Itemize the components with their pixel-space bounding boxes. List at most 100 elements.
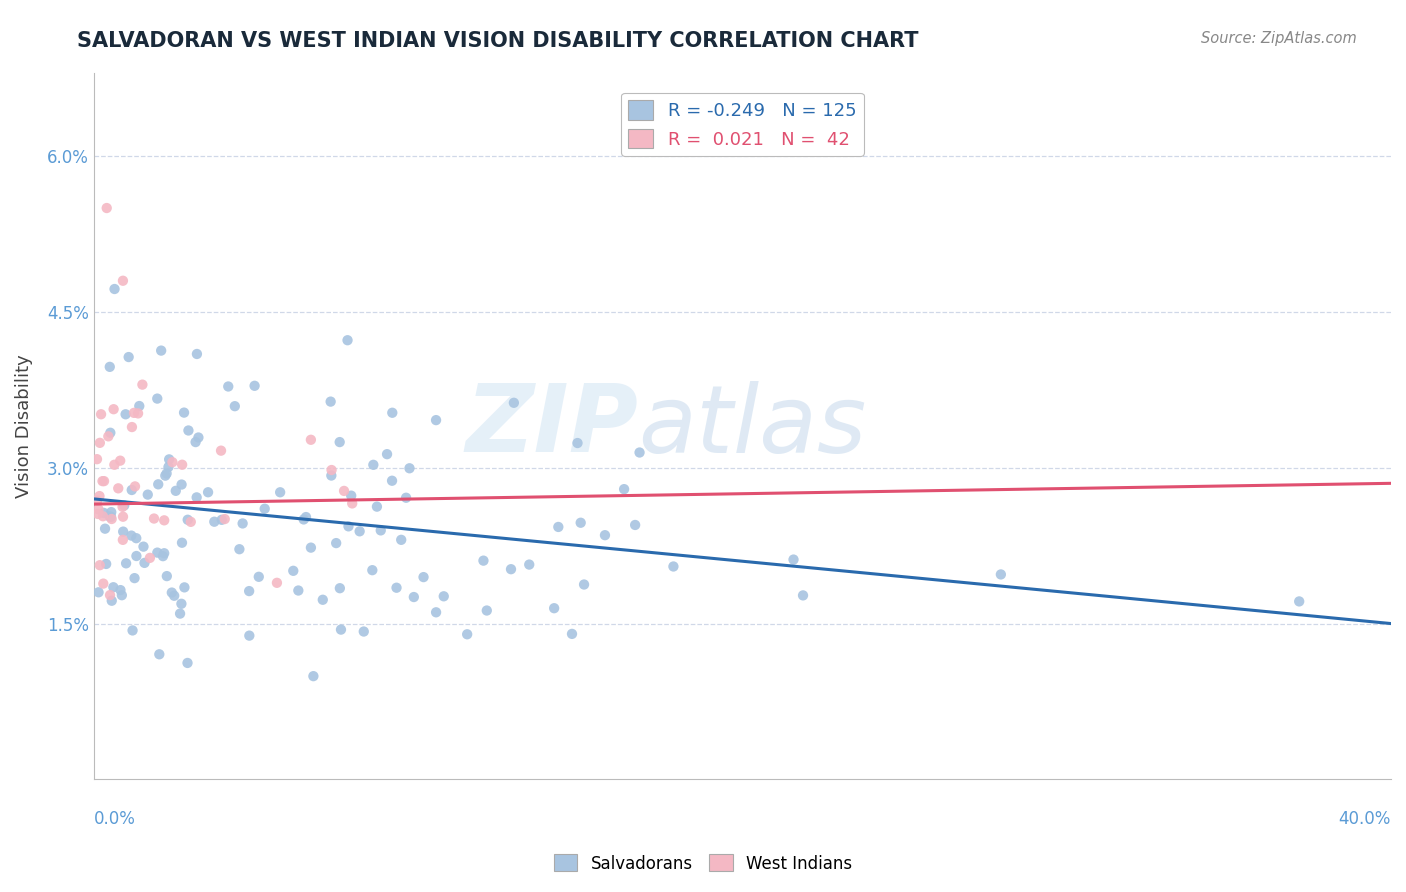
- Point: [381, 406, 404, 420]
- Point: [87, 507, 110, 521]
- Point: [107, 481, 129, 495]
- Point: [342, 496, 364, 510]
- Point: [94, 522, 117, 536]
- Point: [139, 550, 162, 565]
- Point: [567, 436, 589, 450]
- Point: [111, 533, 134, 547]
- Point: [100, 512, 122, 526]
- Point: [398, 461, 420, 475]
- Point: [180, 515, 202, 529]
- Point: [152, 549, 174, 563]
- Point: [160, 585, 183, 599]
- Point: [89, 435, 111, 450]
- Point: [662, 559, 685, 574]
- Legend: R = -0.249   N = 125, R =  0.021   N =  42: R = -0.249 N = 125, R = 0.021 N = 42: [621, 93, 863, 156]
- Point: [90, 407, 112, 421]
- Point: [186, 491, 208, 505]
- Point: [253, 501, 276, 516]
- Point: [543, 601, 565, 615]
- Point: [299, 433, 322, 447]
- Point: [381, 474, 404, 488]
- Point: [337, 519, 360, 533]
- Point: [173, 580, 195, 594]
- Point: [425, 605, 447, 619]
- Point: [121, 624, 143, 638]
- Point: [243, 379, 266, 393]
- Point: [389, 533, 412, 547]
- Point: [375, 447, 398, 461]
- Point: [295, 510, 318, 524]
- Point: [412, 570, 434, 584]
- Text: ZIP: ZIP: [465, 380, 638, 472]
- Point: [125, 531, 148, 545]
- Point: [217, 379, 239, 393]
- Point: [93, 474, 115, 488]
- Point: [502, 396, 524, 410]
- Point: [169, 607, 191, 621]
- Point: [363, 458, 385, 472]
- Point: [100, 505, 122, 519]
- Point: [269, 485, 291, 500]
- Point: [100, 509, 122, 524]
- Point: [302, 669, 325, 683]
- Point: [613, 482, 636, 496]
- Point: [143, 511, 166, 525]
- Point: [561, 627, 583, 641]
- Point: [170, 597, 193, 611]
- Point: [155, 468, 177, 483]
- Point: [114, 407, 136, 421]
- Point: [97, 429, 120, 443]
- Point: [499, 562, 522, 576]
- Point: [475, 603, 498, 617]
- Point: [336, 333, 359, 347]
- Point: [593, 528, 616, 542]
- Point: [103, 580, 125, 594]
- Point: [86, 452, 108, 467]
- Point: [124, 479, 146, 493]
- Point: [155, 467, 177, 481]
- Point: [283, 564, 305, 578]
- Point: [187, 430, 209, 444]
- Point: [115, 557, 138, 571]
- Point: [366, 500, 388, 514]
- Point: [111, 274, 134, 288]
- Point: [91, 576, 114, 591]
- Point: [202, 515, 225, 529]
- Point: [197, 485, 219, 500]
- Point: [122, 406, 145, 420]
- Point: [172, 458, 194, 472]
- Point: [425, 413, 447, 427]
- Point: [148, 477, 170, 491]
- Point: [224, 399, 246, 413]
- Point: [330, 623, 353, 637]
- Point: [98, 509, 121, 524]
- Point: [120, 528, 142, 542]
- Point: [173, 406, 195, 420]
- Point: [150, 343, 173, 358]
- Point: [121, 420, 143, 434]
- Point: [321, 463, 343, 477]
- Point: [547, 520, 569, 534]
- Point: [103, 402, 125, 417]
- Y-axis label: Vision Disability: Vision Disability: [15, 354, 32, 498]
- Point: [312, 592, 335, 607]
- Point: [329, 581, 352, 595]
- Text: 40.0%: 40.0%: [1339, 810, 1391, 828]
- Point: [118, 350, 141, 364]
- Point: [299, 541, 322, 555]
- Point: [340, 489, 363, 503]
- Point: [349, 524, 371, 539]
- Point: [214, 512, 236, 526]
- Point: [98, 425, 121, 440]
- Point: [153, 513, 176, 527]
- Point: [624, 518, 647, 533]
- Point: [170, 535, 193, 549]
- Text: SALVADORAN VS WEST INDIAN VISION DISABILITY CORRELATION CHART: SALVADORAN VS WEST INDIAN VISION DISABIL…: [77, 31, 920, 51]
- Point: [128, 399, 150, 413]
- Point: [110, 583, 132, 598]
- Point: [287, 583, 309, 598]
- Point: [124, 571, 146, 585]
- Point: [136, 488, 159, 502]
- Point: [186, 347, 208, 361]
- Point: [321, 468, 343, 483]
